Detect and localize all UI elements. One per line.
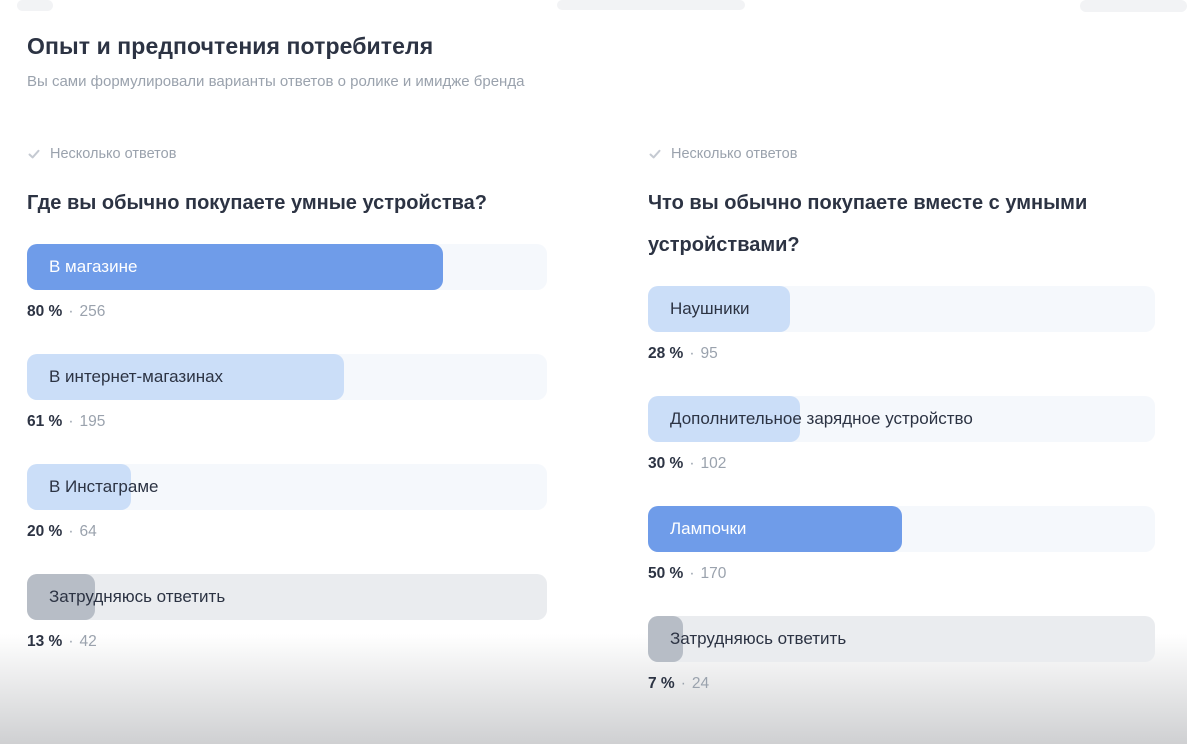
answers-list: В магазине 80 % · 256 В интернет-магазинах 61…: [27, 244, 547, 651]
bar-track: В Инстаграме: [27, 464, 547, 510]
bar-fill: [27, 244, 443, 290]
check-icon: [27, 147, 41, 161]
answer-row: В интернет-магазинах 61 % · 195: [27, 354, 547, 431]
answer-stats: 20 % · 64: [27, 523, 547, 541]
percent-value: 7 %: [648, 675, 675, 692]
bar-track: Затрудняюсь ответить: [648, 616, 1155, 662]
percent-value: 28 %: [648, 345, 684, 362]
dot-separator: ·: [689, 565, 695, 582]
answer-label: Затрудняюсь ответить: [670, 629, 847, 648]
answer-stats: 30 % · 102: [648, 455, 1155, 473]
percent-value: 50 %: [648, 565, 684, 582]
dot-separator: ·: [68, 523, 74, 540]
bar-fill: [27, 354, 345, 400]
answer-stats: 28 % · 95: [648, 345, 1155, 363]
count-value: 95: [700, 345, 718, 362]
count-value: 195: [79, 413, 106, 430]
answer-stats: 7 % · 24: [648, 675, 1155, 693]
dot-separator: ·: [689, 345, 695, 362]
multiple-answers-badge: Несколько ответов: [648, 146, 1155, 162]
survey-results-page: Опыт и предпочтения потребителя Вы сами …: [27, 33, 1160, 726]
answer-row: Дополнительное зарядное устройство 30 % · 1…: [648, 396, 1155, 473]
multiple-answers-badge: Несколько ответов: [27, 146, 547, 162]
answer-stats: 13 % · 42: [27, 633, 547, 651]
answer-label: Затрудняюсь ответить: [49, 587, 226, 606]
count-value: 170: [700, 565, 727, 582]
count-value: 102: [700, 455, 727, 472]
question-section-2: Несколько ответов Что вы обычно покупает…: [648, 146, 1155, 726]
count-value: 24: [691, 675, 710, 692]
answer-row: Затрудняюсь ответить 7 % · 24: [648, 616, 1155, 693]
answer-stats: 50 % · 170: [648, 565, 1155, 583]
bar-fill: [648, 396, 801, 442]
question-type-label: Несколько ответов: [50, 146, 177, 162]
question-type-label: Несколько ответов: [671, 146, 798, 162]
answer-label: В интернет-магазинах: [49, 367, 224, 386]
page-top-fragment: [1080, 0, 1187, 12]
answer-label: Лампочки: [670, 519, 747, 538]
percent-value: 80 %: [27, 303, 63, 320]
percent-value: 30 %: [648, 455, 684, 472]
dot-separator: ·: [68, 633, 74, 650]
page-title: Опыт и предпочтения потребителя: [27, 33, 434, 59]
question-title: Что вы обычно покупаете вместе с умными …: [648, 192, 1088, 256]
dot-separator: ·: [680, 675, 686, 692]
bar-fill: [27, 574, 95, 620]
bar-track: В интернет-магазинах: [27, 354, 547, 400]
answer-row: Затрудняюсь ответить 13 % · 42: [27, 574, 547, 651]
dot-separator: ·: [68, 303, 74, 320]
page-top-fragment: [17, 0, 53, 11]
answer-label: Наушники: [670, 299, 750, 318]
bar-track: В магазине: [27, 244, 547, 290]
question-title: Где вы обычно покупаете умные устройства…: [27, 192, 488, 214]
bar-track: Лампочки: [648, 506, 1155, 552]
answer-label: В магазине: [49, 257, 138, 276]
bar-fill: [648, 506, 902, 552]
bar-track: Затрудняюсь ответить: [27, 574, 547, 620]
percent-value: 13 %: [27, 633, 63, 650]
answer-row: Наушники 28 % · 95: [648, 286, 1155, 363]
count-value: 64: [79, 523, 97, 540]
dot-separator: ·: [68, 413, 74, 430]
answer-row: В Инстаграме 20 % · 64: [27, 464, 547, 541]
bar-fill: [648, 286, 790, 332]
answer-label: Дополнительное зарядное устройство: [670, 409, 973, 428]
dot-separator: ·: [689, 455, 695, 472]
questions-container: Несколько ответов Где вы обычно покупает…: [27, 146, 1160, 726]
answer-label: В Инстаграме: [49, 477, 159, 496]
answer-stats: 80 % · 256: [27, 303, 547, 321]
bar-track: Дополнительное зарядное устройство: [648, 396, 1155, 442]
count-value: 256: [79, 303, 106, 320]
percent-value: 20 %: [27, 523, 63, 540]
bar-fill: [27, 464, 131, 510]
page-top-fragment: [557, 0, 745, 10]
question-section-1: Несколько ответов Где вы обычно покупает…: [27, 146, 547, 726]
answer-row: Лампочки 50 % · 170: [648, 506, 1155, 583]
page-subtitle: Вы сами формулировали варианты ответов о…: [27, 73, 525, 90]
bar-track: Наушники: [648, 286, 1155, 332]
check-icon: [648, 147, 662, 161]
percent-value: 61 %: [27, 413, 63, 430]
answers-list: Наушники 28 % · 95 Дополнительное зарядное у…: [648, 286, 1155, 693]
answer-row: В магазине 80 % · 256: [27, 244, 547, 321]
answer-stats: 61 % · 195: [27, 413, 547, 431]
count-value: 42: [79, 633, 97, 650]
